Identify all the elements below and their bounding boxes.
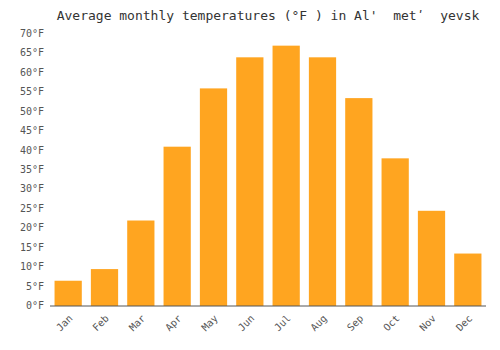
bar bbox=[236, 57, 263, 306]
y-tick-label: 45°F bbox=[20, 125, 44, 136]
y-tick-label: 0°F bbox=[26, 300, 44, 311]
y-tick-label: 10°F bbox=[20, 261, 44, 272]
bar bbox=[164, 147, 191, 306]
bar bbox=[55, 281, 82, 306]
bar bbox=[418, 211, 445, 306]
x-tick-label: Mar bbox=[127, 313, 148, 334]
bar bbox=[200, 88, 227, 306]
y-tick-label: 35°F bbox=[20, 164, 44, 175]
title: Average monthly temperatures (°F ) in Al… bbox=[57, 8, 480, 23]
y-tick-label: 20°F bbox=[20, 222, 44, 233]
x-tick-label: Nov bbox=[417, 313, 438, 334]
x-axis-line bbox=[50, 306, 486, 307]
y-tick-label: 25°F bbox=[20, 203, 44, 214]
chart: Average monthly temperatures (°F ) in Al… bbox=[0, 0, 500, 350]
y-tick-label: 30°F bbox=[20, 183, 44, 194]
y-tick-label: 55°F bbox=[20, 86, 44, 97]
y-tick-label: 50°F bbox=[20, 106, 44, 117]
y-tick-label: 40°F bbox=[20, 145, 44, 156]
x-tick-label: Oct bbox=[381, 313, 402, 334]
x-tick-label: Feb bbox=[90, 313, 111, 334]
x-tick-label: Aug bbox=[308, 313, 329, 334]
x-tick-label: Sep bbox=[345, 313, 366, 334]
y-tick-label: 70°F bbox=[20, 28, 44, 39]
bar bbox=[345, 98, 372, 306]
bar bbox=[454, 254, 481, 306]
x-tick-label: May bbox=[199, 313, 220, 334]
bar bbox=[91, 269, 118, 306]
chart-container: Average monthly temperatures (°F ) in Al… bbox=[0, 0, 500, 350]
bar bbox=[127, 221, 154, 306]
x-tick-label: Jul bbox=[272, 313, 293, 334]
x-axis: Jan Feb Mar Apr May Jun Jul Aug Sep Oct Nov Dec bbox=[50, 306, 486, 333]
x-tick-label: Jun bbox=[236, 313, 257, 334]
bar bbox=[273, 46, 300, 306]
y-tick-label: 5°F bbox=[26, 281, 44, 292]
y-tick-label: 60°F bbox=[20, 67, 44, 78]
y-tick-label: 65°F bbox=[20, 47, 44, 58]
bar bbox=[382, 158, 409, 306]
bars bbox=[55, 46, 482, 306]
y-tick-label: 15°F bbox=[20, 242, 44, 253]
bar bbox=[309, 57, 336, 306]
x-tick-label: Dec bbox=[454, 313, 475, 334]
x-tick-label: Jan bbox=[54, 313, 75, 334]
x-tick-label: Apr bbox=[163, 313, 184, 334]
y-axis: 0°F 5°F 10°F 15°F 20°F 25°F 30°F 35°F 40°F 45°F 50… bbox=[20, 28, 44, 311]
